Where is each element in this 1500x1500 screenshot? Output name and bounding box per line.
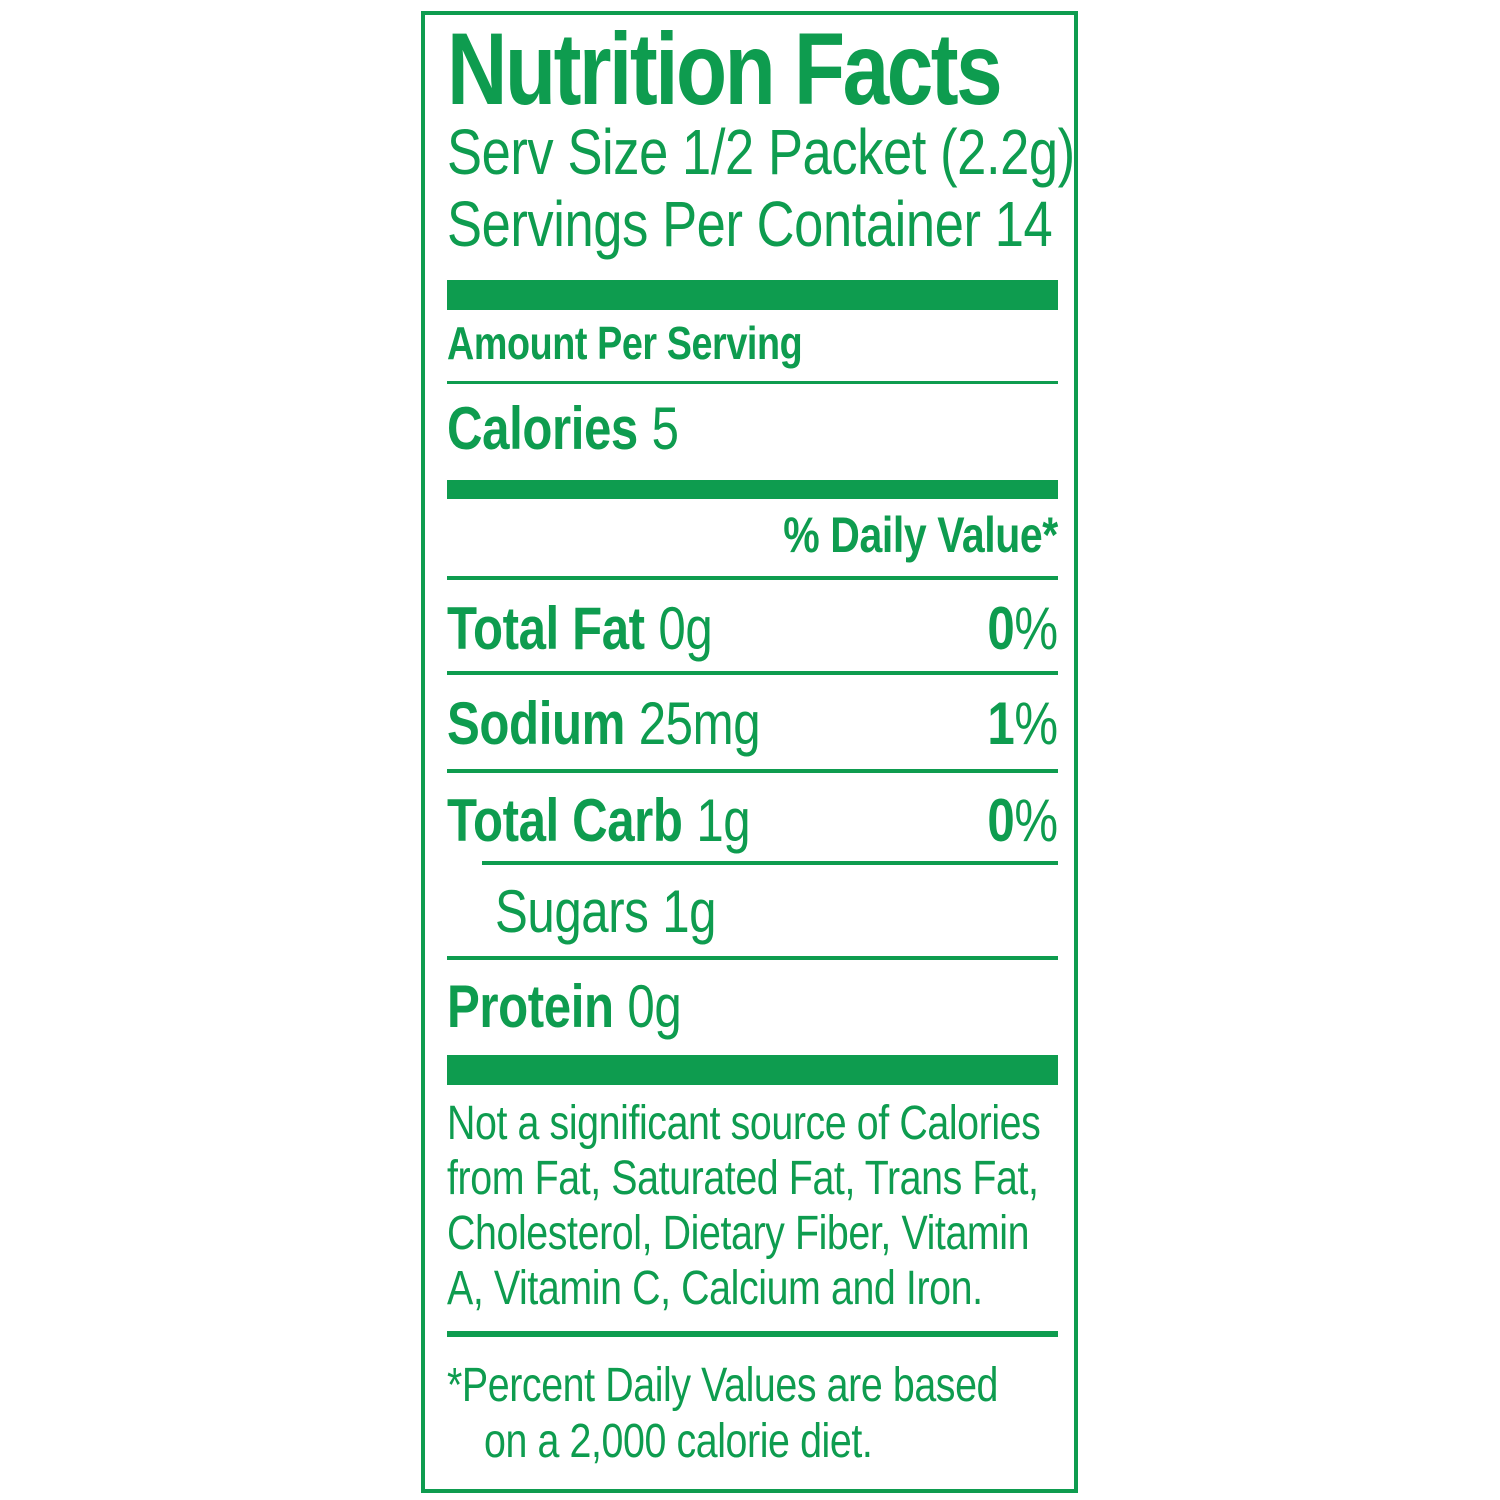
calories-value: 5	[651, 395, 679, 462]
sub-nutrient-amount: 1g	[662, 878, 717, 945]
nutrient-daily-value: 0%	[987, 595, 1059, 662]
nutrient-row-total-fat: Total Fat 0g 0%	[447, 597, 1058, 660]
nutrient-daily-value: 0%	[987, 787, 1059, 854]
disclaimer-line: Cholesterol, Dietary Fiber, Vitamin	[447, 1207, 1030, 1260]
percent-sign: %	[1014, 595, 1059, 662]
sub-nutrient-row-sugars: Sugars 1g	[495, 880, 765, 943]
servings-per-container-text: Servings Per Container 14	[447, 188, 1053, 260]
dv-number: 0	[987, 787, 1015, 854]
calories-label: Calories	[447, 395, 638, 462]
label-title: Nutrition Facts	[447, 12, 1122, 126]
rule-after-sugars	[447, 956, 1058, 960]
nutrient-daily-value: 1%	[987, 690, 1059, 757]
rule-after-total-carb	[482, 861, 1058, 865]
nutrient-amount: 1g	[696, 787, 751, 854]
nutrient-name: Total Carb	[447, 787, 683, 854]
nutrient-row-protein: Protein 0g	[447, 975, 733, 1038]
nutrition-facts-panel: Nutrition Facts Serv Size 1/2 Packet (2.…	[421, 11, 1078, 1493]
separator-bar-top	[447, 280, 1058, 310]
rule-after-total-fat	[447, 671, 1058, 675]
nutrient-name: Total Fat	[447, 595, 645, 662]
disclaimer-line: A, Vitamin C, Calcium and Iron.	[447, 1262, 983, 1315]
nutrient-amount: 0g	[627, 973, 682, 1040]
disclaimer-paragraph: Not a significant source of Calories fro…	[447, 1096, 1171, 1316]
nutrient-name: Sodium	[447, 690, 625, 757]
daily-value-heading: % Daily Value*	[723, 509, 1058, 562]
dv-number: 0	[987, 595, 1015, 662]
rule-under-amount	[447, 381, 1058, 384]
disclaimer-line: from Fat, Saturated Fat, Trans Fat,	[447, 1152, 1039, 1205]
footnote-line: on a 2,000 calorie diet.	[484, 1415, 873, 1468]
amount-per-serving-heading: Amount Per Serving	[447, 317, 880, 369]
calories-line: Calories 5	[447, 397, 729, 460]
separator-bar-mid	[447, 480, 1058, 499]
percent-sign: %	[1014, 787, 1059, 854]
disclaimer-line: Not a significant source of Calories	[447, 1097, 1041, 1150]
rule-above-footnote	[447, 1331, 1058, 1337]
percent-sign: %	[1014, 690, 1059, 757]
footnote-line: *Percent Daily Values are based	[447, 1359, 999, 1412]
rule-under-daily-value	[447, 576, 1058, 580]
nutrient-name: Protein	[447, 973, 614, 1040]
rule-after-sodium	[447, 769, 1058, 773]
separator-bar-bottom	[447, 1055, 1058, 1085]
servings-per-container-line: Servings Per Container 14	[447, 188, 1185, 260]
sub-nutrient-name: Sugars	[495, 878, 649, 945]
serving-size-text: Serv Size 1/2 Packet (2.2g)	[447, 116, 1075, 188]
dv-number: 1	[987, 690, 1015, 757]
serving-size-line: Serv Size 1/2 Packet (2.2g)	[447, 116, 1213, 188]
nutrient-row-sodium: Sodium 25mg 1%	[447, 692, 1058, 755]
daily-value-footnote: *Percent Daily Values are based on a 2,0…	[447, 1358, 1119, 1470]
nutrient-row-total-carb: Total Carb 1g 0%	[447, 789, 1058, 852]
amount-per-serving-text: Amount Per Serving	[447, 317, 803, 369]
nutrient-amount: 0g	[658, 595, 713, 662]
label-title-text: Nutrition Facts	[447, 12, 1003, 126]
daily-value-heading-text: % Daily Value*	[783, 507, 1058, 563]
nutrient-amount: 25mg	[638, 690, 761, 757]
